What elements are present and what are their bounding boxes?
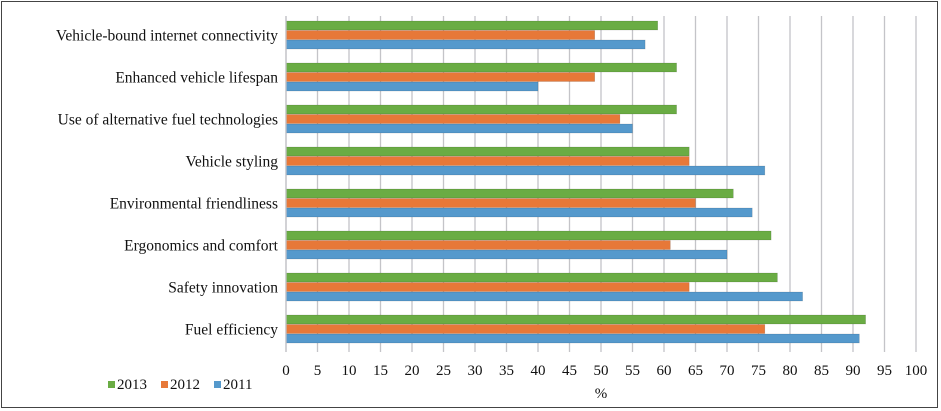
- bar-2012: [285, 324, 766, 334]
- bar-2013: [285, 20, 659, 31]
- legend-label: 2013: [117, 377, 147, 393]
- bar-2013: [285, 146, 690, 157]
- bar-2013: [285, 104, 677, 115]
- bar-2011: [285, 207, 753, 218]
- bar-2012: [285, 198, 696, 208]
- x-tick-label: 5: [314, 363, 322, 379]
- legend-swatch-2012: [161, 381, 168, 388]
- bar-2013: [285, 62, 677, 73]
- category-label: Enhanced vehicle lifespan: [115, 69, 278, 86]
- x-tick-label: 55: [625, 363, 640, 379]
- category-label: Vehicle styling: [185, 153, 278, 170]
- bar-2012: [285, 240, 671, 250]
- category-label: Fuel efficiency: [185, 321, 278, 338]
- x-tick-label: 100: [905, 363, 928, 379]
- x-tick-label: 20: [405, 363, 420, 379]
- category-label: Ergonomics and comfort: [124, 237, 279, 254]
- x-tick-label: 75: [751, 363, 766, 379]
- bar-2012: [285, 30, 596, 40]
- bar-2011: [285, 123, 633, 134]
- x-tick-label: 50: [594, 363, 609, 379]
- x-tick-label: 65: [688, 363, 703, 379]
- bar-2011: [285, 249, 728, 260]
- bar-2013: [285, 188, 734, 199]
- bar-2013: [285, 230, 772, 241]
- category-label: Use of alternative fuel technologies: [58, 111, 278, 128]
- bar-2012: [285, 114, 621, 124]
- x-tick-label: 30: [468, 363, 483, 379]
- x-tick-label: 10: [342, 363, 357, 379]
- x-tick-label: 70: [720, 363, 735, 379]
- x-tick-label: 85: [814, 363, 829, 379]
- legend-swatch-2011: [214, 381, 221, 388]
- x-tick-label: 0: [282, 363, 290, 379]
- legend-label: 2012: [170, 377, 200, 393]
- category-label: Vehicle-bound internet connectivity: [56, 27, 278, 44]
- x-tick-label: 90: [846, 363, 861, 379]
- bar-2013: [285, 272, 778, 283]
- bar-2012: [285, 282, 690, 292]
- category-label: Safety innovation: [168, 279, 278, 296]
- bar-2011: [285, 291, 803, 302]
- bar-2011: [285, 165, 766, 176]
- x-tick-label: 80: [783, 363, 798, 379]
- x-tick-label: 45: [562, 363, 577, 379]
- x-tick-label: 60: [657, 363, 672, 379]
- bar-2011: [285, 81, 539, 92]
- x-tick-label: 15: [373, 363, 388, 379]
- bar-2013: [285, 314, 866, 325]
- x-axis-label: %: [595, 386, 608, 402]
- x-tick-label: 25: [436, 363, 451, 379]
- category-label: Environmental friendliness: [110, 195, 278, 212]
- bar-2011: [285, 39, 646, 50]
- bar-2011: [285, 333, 860, 344]
- bar-2012: [285, 156, 690, 166]
- legend-label: 2011: [223, 377, 252, 393]
- bar-2012: [285, 72, 596, 82]
- x-tick-label: 95: [877, 363, 892, 379]
- x-tick-label: 35: [499, 363, 514, 379]
- x-tick-label: 40: [531, 363, 546, 379]
- legend-swatch-2013: [108, 381, 115, 388]
